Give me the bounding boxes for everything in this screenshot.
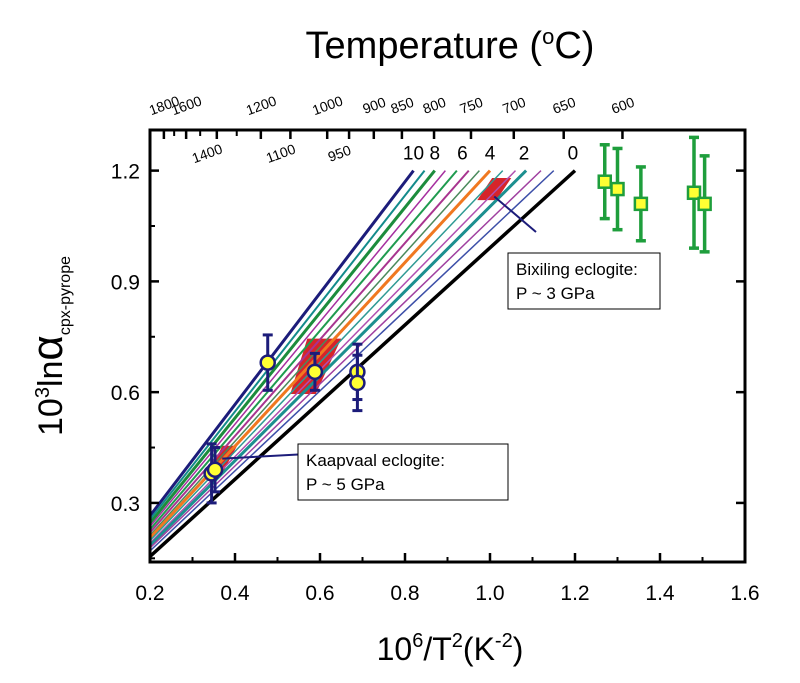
blue-point xyxy=(259,354,276,371)
top-tick-label: 850 xyxy=(388,94,416,117)
green-point xyxy=(633,196,649,212)
x-tick-label: 1.6 xyxy=(730,582,759,605)
green-point xyxy=(686,185,702,201)
series-line xyxy=(150,170,555,552)
x-tick-label: 1.4 xyxy=(645,582,675,605)
line-label: 4 xyxy=(485,143,496,164)
callout-leader xyxy=(493,195,537,233)
y-tick-label: 0.3 xyxy=(111,493,140,516)
series-line xyxy=(150,169,577,558)
top-tick-label: 900 xyxy=(360,94,388,117)
top-tick-label: 1000 xyxy=(310,92,345,118)
top-tick-label: 700 xyxy=(500,94,528,117)
x-tick-label: 0.6 xyxy=(305,582,334,605)
series-line xyxy=(150,169,470,534)
top-axis-title: Temperature (oC) xyxy=(306,24,595,67)
x-tick-label: 1.0 xyxy=(475,582,504,605)
top-tick-label: 600 xyxy=(609,94,637,117)
top-tick-label: 950 xyxy=(326,142,354,165)
top-tick-label: 650 xyxy=(550,94,578,117)
top-tick-label: 800 xyxy=(421,94,449,117)
top-tick-label: 1200 xyxy=(244,92,279,118)
line-label: 0 xyxy=(568,143,579,164)
x-tick-label: 0.4 xyxy=(220,582,250,605)
line-label: 8 xyxy=(429,143,440,164)
x-tick-label: 1.2 xyxy=(560,582,589,605)
y-tick-label: 1.2 xyxy=(111,161,140,184)
callout-box xyxy=(297,443,509,501)
y-tick-label: 0.9 xyxy=(111,271,140,294)
callout-line2: P ~ 3 GPa xyxy=(516,284,595,303)
top-tick-label: 1400 xyxy=(190,140,225,166)
series-line xyxy=(150,169,426,521)
callout-line1: Kaapvaal eclogite: xyxy=(306,451,445,470)
series-line xyxy=(150,169,436,525)
series-line xyxy=(150,169,458,531)
green-point xyxy=(597,174,612,189)
top-tick-label: 1100 xyxy=(264,141,298,166)
x-axis-title: 106/T2(K-2) xyxy=(377,630,524,667)
line-label: 10 xyxy=(403,143,424,164)
callout-line2: P ~ 5 GPa xyxy=(306,475,385,494)
line-label: 2 xyxy=(519,143,530,164)
blue-point xyxy=(349,374,366,392)
top-tick-label: 750 xyxy=(458,94,486,117)
series-line xyxy=(150,170,446,528)
callout-line1: Bixiling eclogite: xyxy=(516,260,638,279)
x-tick-label: 0.2 xyxy=(135,582,164,605)
line-label: 6 xyxy=(457,143,468,164)
y-axis-title: 103lnαcpx-pyrope xyxy=(23,256,74,436)
callout-box xyxy=(507,252,661,310)
plot-area: 10 8 6 4 2 0 0.2 0.4 0.6 0.8 1.0 1.2 1.4 1.6 0.3 0.6 0.9… xyxy=(23,24,760,667)
blue-point xyxy=(206,461,224,478)
y-tick-label: 0.6 xyxy=(111,382,140,405)
green-point xyxy=(697,196,712,212)
blue-point xyxy=(306,363,324,381)
x-tick-label: 0.8 xyxy=(390,582,419,605)
series-line xyxy=(150,169,415,517)
green-point xyxy=(610,181,625,197)
